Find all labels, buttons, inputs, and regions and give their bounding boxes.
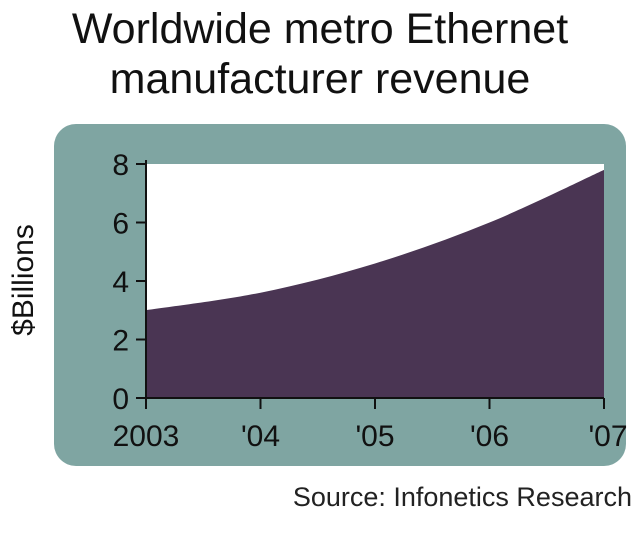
y-tick-label-8: 8 (112, 149, 129, 182)
y-axis-label: $Billions (7, 224, 40, 336)
source-note: Source: Infonetics Research (292, 482, 632, 512)
x-tick-label-2: '05 (355, 420, 394, 453)
y-tick-label-6: 6 (112, 208, 129, 241)
x-tick-label-3: '06 (470, 420, 509, 453)
y-tick-label-2: 2 (112, 325, 129, 358)
x-tick-label-0: 2003 (113, 420, 180, 453)
x-tick-label-4: '07 (588, 420, 627, 453)
axis-layer: 0 2 4 6 8 2003 '04 '05 '06 '07 (112, 149, 627, 453)
y-tick-label-0: 0 (112, 383, 129, 416)
area-layer (146, 169, 604, 398)
revenue-area (146, 169, 604, 398)
title-line-1: Worldwide metro Ethernet (71, 5, 569, 53)
y-tick-label-4: 4 (112, 266, 129, 299)
x-tick-label-1: '04 (241, 420, 280, 453)
chart-title: Worldwide metro Ethernet manufacturer re… (0, 4, 640, 104)
title-line-2: manufacturer revenue (109, 55, 531, 103)
